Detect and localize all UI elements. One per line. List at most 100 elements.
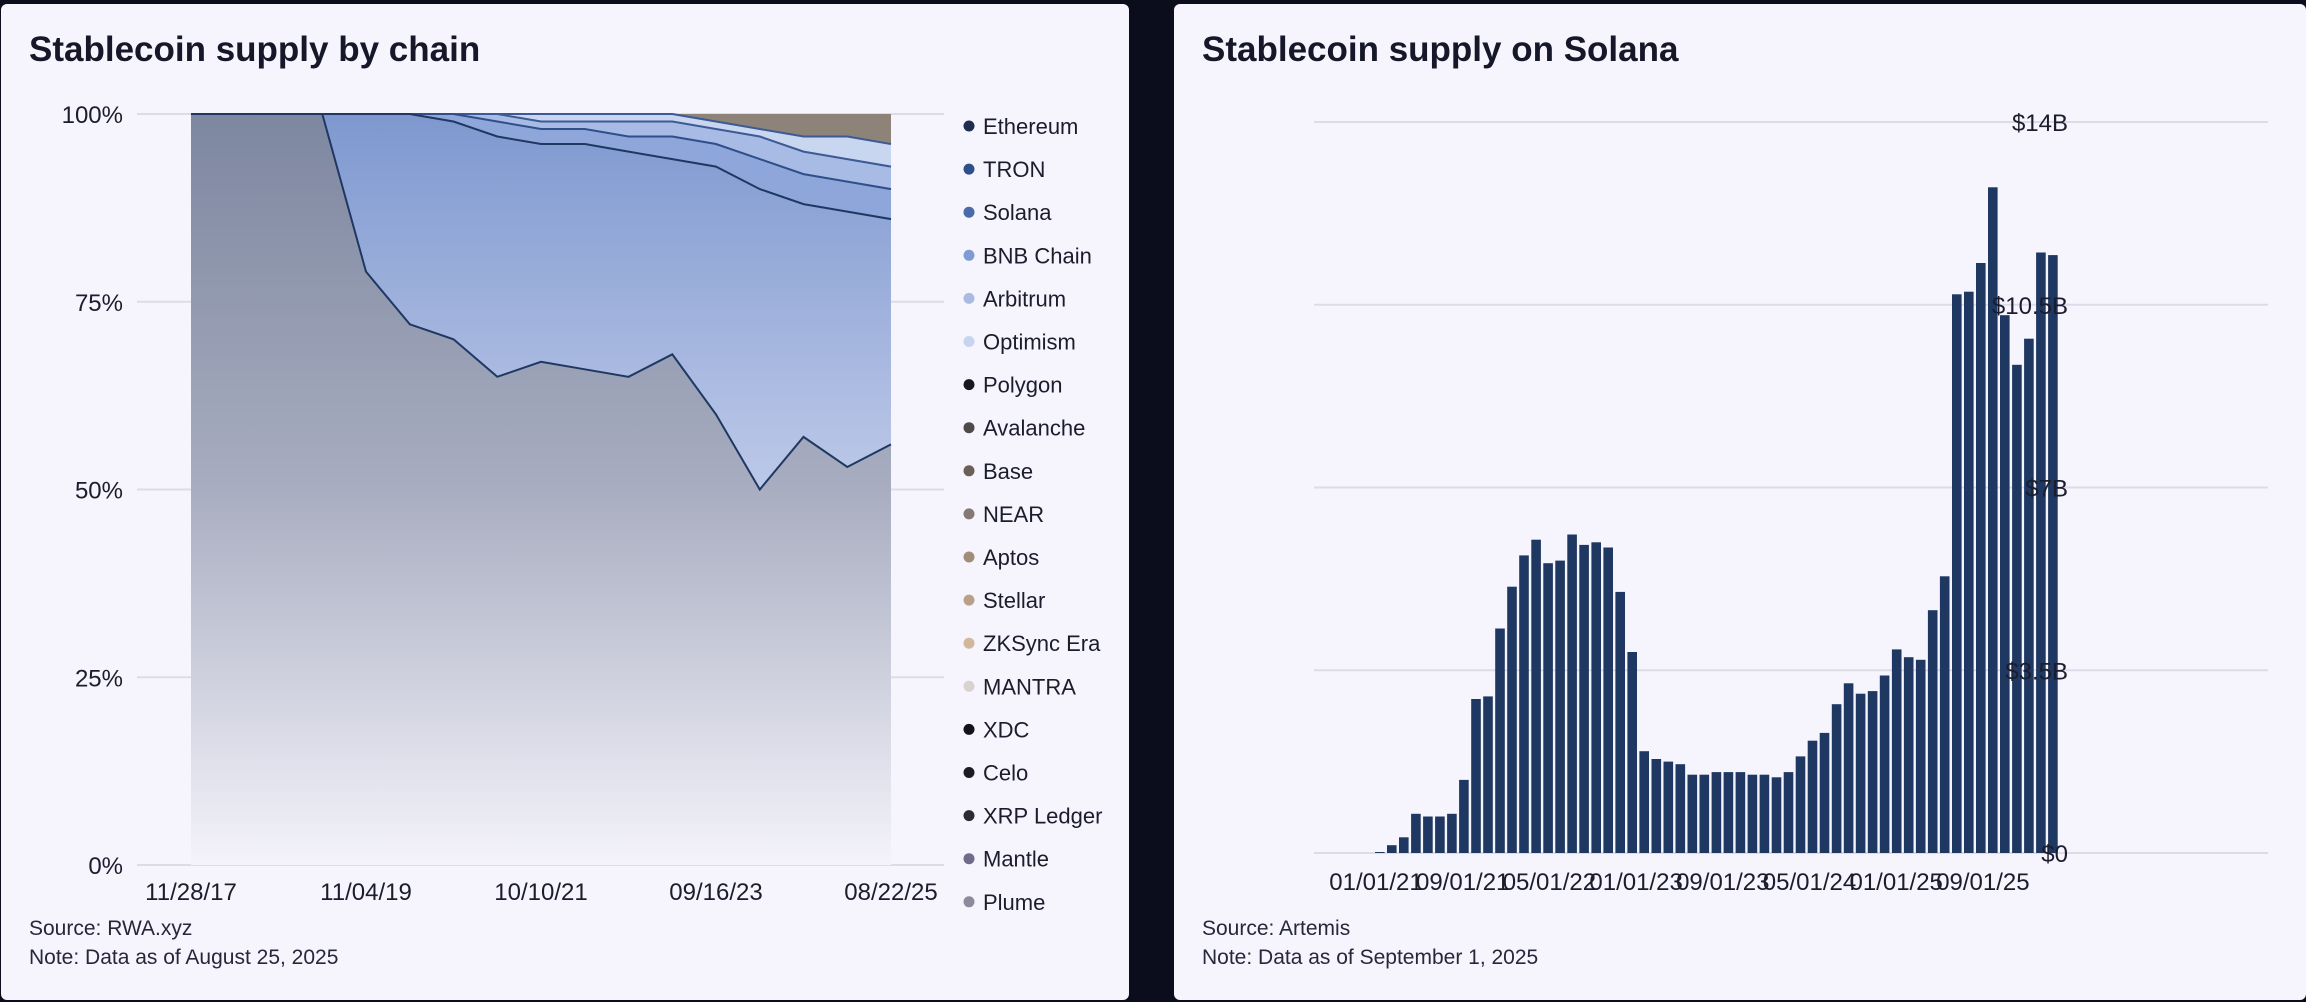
bar-42 [1879,675,1890,853]
bar-43 [1891,649,1902,853]
right-y-ticks: $0 $3.5B $7B $10.5B $14B [1992,110,2068,868]
right-y-tick-0: $0 [2041,841,2068,868]
bar-26 [1687,774,1698,853]
bar-8 [1471,699,1481,853]
bar-54 [2024,338,2034,853]
legend-label: Celo [983,761,1028,786]
legend-marker-icon [963,336,975,347]
right-grid [1314,121,2268,854]
left-y-tick-100: 100% [62,102,123,129]
bar-3 [1411,813,1421,853]
bar-23 [1651,759,1662,853]
bar-48 [1952,294,1962,853]
right-chart-title: Stablecoin supply on Solana [1202,30,1679,69]
area-ethereum [191,114,891,865]
legend-item-zksync-era: ZKSync Era [963,631,1101,656]
left-y-tick-75: 75% [75,290,123,317]
left-x-tick-08-22-25: 08/22/25 [844,879,937,906]
bar-19 [1603,547,1613,853]
bar-28 [1711,772,1722,853]
right-y-tick-3-5b: $3.5B [2005,658,2068,685]
line-ethereum [191,113,892,492]
bar-41 [1867,691,1878,853]
bar-24 [1663,761,1674,853]
legend-label: ZKSync Era [983,631,1101,656]
left-y-tick-25: 25% [75,665,123,692]
left-x-tick-11-28-17: 11/28/17 [145,879,237,906]
left-y-tick-0: 0% [88,853,123,880]
legend-label: Plume [983,890,1045,915]
legend-item-xrp-ledger: XRP Ledger [963,804,1102,829]
legend-item-arbitrum: Arbitrum [963,286,1066,311]
bar-40 [1855,693,1866,853]
bar-56 [2048,255,2058,854]
bar-35 [1795,756,1806,853]
right-x-tick-01-01-23: 01/01/23 [1589,869,1682,896]
bar-25 [1675,764,1686,853]
legend-marker-icon [963,292,975,304]
legend-label: XDC [983,717,1030,742]
legend-marker-icon [963,249,975,261]
left-areas [191,113,892,865]
bar-0 [1375,852,1385,853]
bar-30 [1735,772,1746,853]
right-x-tick-09-01-23: 09/01/23 [1676,869,1769,896]
bar-chart: $0 $3.5B $7B $10.5B $14B 01/01/2109/01/2105/… [1314,110,2268,896]
bar-2 [1399,837,1409,853]
legend-marker-icon [963,163,975,175]
bar-51 [1988,187,1998,854]
left-legend: Ethereum TRON Solana BNB Chain Arbitrum Optim… [963,114,1102,915]
bar-10 [1495,628,1505,853]
right-y-tick-14b: $14B [2012,110,2068,137]
stablecoin-by-chain-panel: Stablecoin supply by chain 0% 25% 50% 75% 10… [1,4,1129,1000]
bar-37 [1819,732,1830,853]
legend-label: Arbitrum [983,286,1066,311]
legend-marker-icon [963,680,975,692]
bar-45 [1915,659,1926,853]
legend-label: BNB Chain [983,243,1092,268]
legend-marker-icon [963,379,975,391]
legend-item-near: NEAR [963,502,1044,527]
legend-marker-icon [963,637,975,649]
legend-label: Solana [983,200,1052,225]
legend-label: NEAR [983,502,1044,527]
legend-item-bnb-chain: BNB Chain [963,243,1092,268]
bar-52 [2000,315,2010,853]
bar-31 [1747,774,1758,853]
right-source: Source: Artemis [1202,917,1351,940]
legend-marker-icon [963,594,975,606]
bar-17 [1579,544,1589,853]
bar-15 [1555,560,1565,853]
legend-label: Polygon [983,373,1063,398]
bar-38 [1831,704,1842,853]
left-x-tick-11-04-19: 11/04/19 [320,879,412,906]
legend-item-mantle: Mantle [963,847,1049,872]
right-y-tick-7b: $7B [2025,476,2068,503]
bar-49 [1964,291,1974,853]
legend-item-plume: Plume [963,890,1045,915]
legend-label: Stellar [983,588,1045,613]
legend-item-optimism: Optimism [963,330,1076,355]
legend-item-avalanche: Avalanche [963,416,1085,441]
bar-47 [1939,576,1950,853]
left-x-tick-09-16-23: 09/16/23 [669,879,762,906]
right-x-ticks: 01/01/2109/01/2105/01/2201/01/2309/01/23… [1329,869,2029,896]
legend-label: Aptos [983,545,1039,570]
bar-9 [1483,696,1493,853]
left-note: Note: Data as of August 25, 2025 [29,946,339,969]
bar-39 [1843,683,1854,853]
bar-32 [1759,774,1770,853]
bar-34 [1783,772,1794,853]
right-y-tick-10-5b: $10.5B [1992,293,2068,320]
legend-label: Base [983,459,1033,484]
legend-marker-icon [963,206,975,218]
stacked-area-chart: 0% 25% 50% 75% 100% 11/28/17 11/04/19 10/10/21… [62,102,1103,915]
legend-label: XRP Ledger [983,804,1102,829]
bar-27 [1699,774,1710,853]
bar-6 [1447,813,1457,853]
legend-label: MANTRA [983,674,1076,699]
legend-marker-icon [963,810,975,822]
bar-44 [1903,657,1914,853]
bar-1 [1387,845,1397,853]
bar-50 [1976,263,1986,853]
